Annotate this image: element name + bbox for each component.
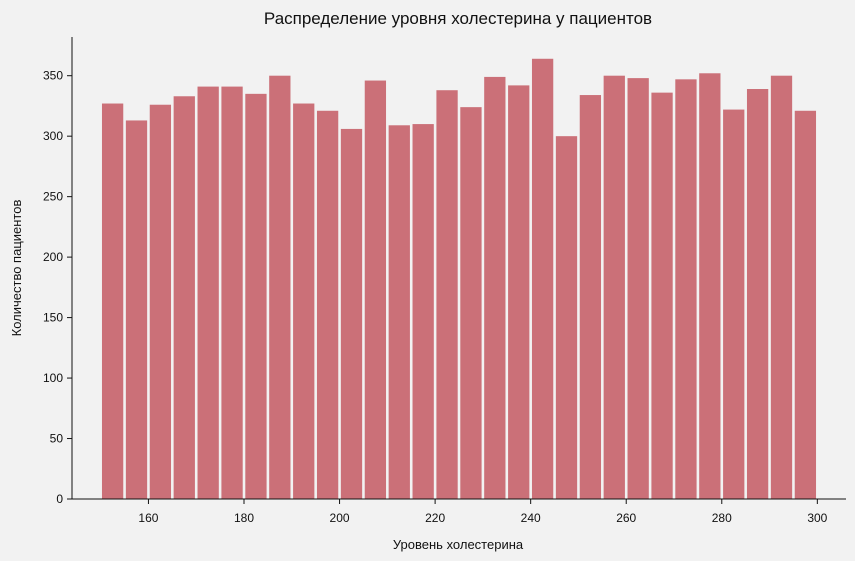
bar-265-270 [651, 92, 673, 499]
y-tick-label-150: 150 [43, 311, 63, 325]
bar-195-200 [316, 110, 339, 500]
bar-280-285 [723, 109, 745, 499]
x-tick-label-300: 300 [807, 511, 827, 525]
y-tick-label-350: 350 [43, 69, 63, 83]
bar-235-240 [508, 85, 530, 499]
x-axis: 160 180 200 220 240 260 280 300 [72, 498, 846, 525]
bar-170-175 [197, 86, 219, 499]
x-tick-label-240: 240 [521, 511, 541, 525]
bar-205-210 [364, 80, 387, 499]
bar-240-245 [531, 58, 554, 500]
y-tick-label-300: 300 [43, 129, 63, 143]
y-tick-label-50: 50 [50, 432, 64, 446]
bar-270-275 [675, 79, 697, 499]
bar-185-190 [269, 75, 291, 499]
bar-175-180 [221, 86, 243, 499]
bar-180-185 [245, 93, 267, 499]
bar-275-280 [699, 73, 721, 499]
x-tick-label-180: 180 [234, 511, 254, 525]
bar-260-265 [627, 78, 649, 500]
bar-155-160 [125, 120, 148, 499]
bar-255-260 [603, 75, 625, 499]
x-tick-label-200: 200 [330, 511, 350, 525]
bar-160-165 [149, 104, 172, 499]
bar-190-195 [293, 103, 315, 500]
x-tick-label-160: 160 [138, 511, 158, 525]
y-tick-label-100: 100 [43, 371, 63, 385]
y-tick-label-250: 250 [43, 190, 63, 204]
bar-230-235 [484, 76, 506, 499]
bar-225-230 [460, 107, 482, 500]
bar-215-220 [412, 124, 434, 499]
bar-285-290 [746, 89, 769, 499]
bar-290-295 [770, 75, 793, 499]
bar-200-205 [340, 128, 363, 500]
y-tick-label-0: 0 [56, 492, 63, 506]
y-axis-label: Количество пациентов [9, 200, 24, 337]
bar-220-225 [436, 90, 458, 500]
x-tick-label-280: 280 [712, 511, 732, 525]
bar-245-250 [555, 136, 578, 500]
bars-group [101, 58, 817, 500]
x-tick-label-260: 260 [616, 511, 636, 525]
y-axis: 0 50 100 150 200 250 300 350 [43, 37, 73, 506]
y-tick-label-200: 200 [43, 250, 63, 264]
x-tick-label-220: 220 [425, 511, 445, 525]
bar-250-255 [579, 95, 602, 500]
bar-165-170 [173, 96, 195, 499]
chart-title: Распределение уровня холестерина у пацие… [264, 9, 652, 28]
x-axis-label: Уровень холестерина [393, 537, 524, 552]
bar-210-215 [388, 125, 410, 499]
bar-150-155 [101, 103, 124, 500]
bar-295-300 [794, 110, 817, 500]
